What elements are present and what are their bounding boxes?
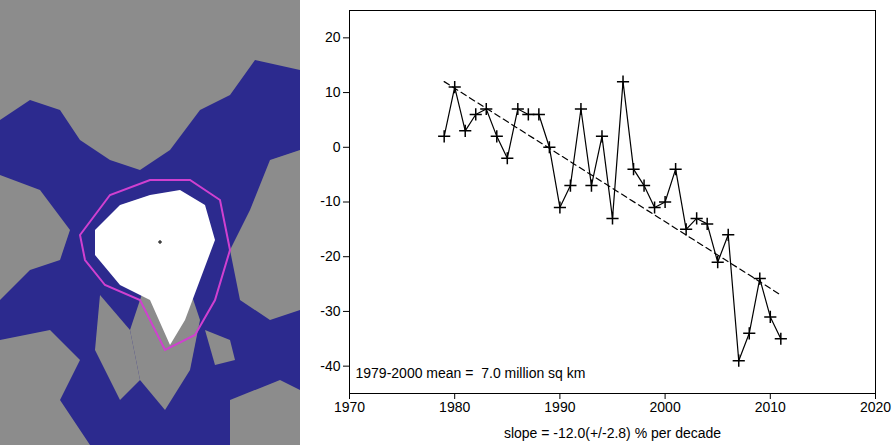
svg-text:2010: 2010 <box>755 399 786 415</box>
svg-text:1970: 1970 <box>334 399 365 415</box>
svg-text:1980: 1980 <box>439 399 470 415</box>
svg-text:0: 0 <box>333 139 341 155</box>
svg-text:-10: -10 <box>320 193 340 209</box>
svg-text:1979-2000 mean = 7.0 million: 1979-2000 mean = 7.0 million sq km <box>356 365 586 381</box>
svg-text:10: 10 <box>325 84 341 100</box>
svg-text:20: 20 <box>325 29 341 45</box>
svg-text:2000: 2000 <box>650 399 681 415</box>
svg-text:slope = -12.0(+/-2.8) % per de: slope = -12.0(+/-2.8) % per decade <box>504 425 721 441</box>
svg-text:2020: 2020 <box>860 399 891 415</box>
svg-text:1990: 1990 <box>544 399 575 415</box>
svg-text:-40: -40 <box>320 358 340 374</box>
svg-text:-30: -30 <box>320 303 340 319</box>
svg-text:-20: -20 <box>320 248 340 264</box>
